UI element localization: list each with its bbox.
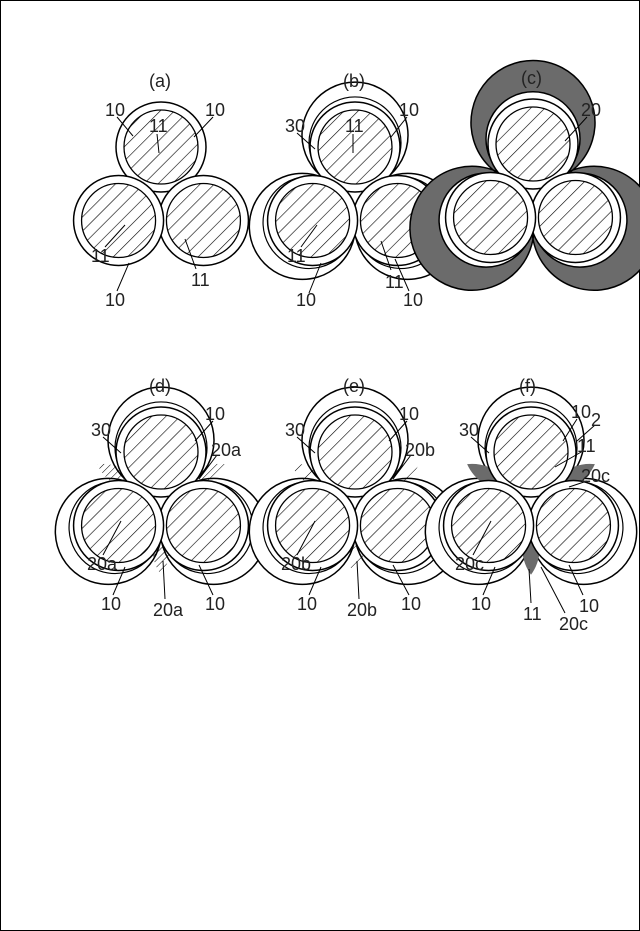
ref-label: 10 bbox=[403, 291, 423, 309]
caption-f: (f) bbox=[519, 377, 536, 395]
ref-label: 10 bbox=[296, 291, 316, 309]
ref-label: 20c bbox=[455, 555, 484, 573]
ref-label: 30 bbox=[459, 421, 479, 439]
caption-d: (d) bbox=[149, 377, 171, 395]
ref-label: 10 bbox=[401, 595, 421, 613]
ref-label: 11 bbox=[149, 117, 168, 135]
ref-label: 20a bbox=[211, 441, 241, 459]
ref-label: 11 bbox=[91, 247, 110, 265]
caption-c: (c) bbox=[521, 69, 542, 87]
ref-label: 20a bbox=[87, 555, 117, 573]
ref-label: 10 bbox=[205, 101, 225, 119]
ref-label: 20a bbox=[153, 601, 183, 619]
diagram-c bbox=[410, 60, 640, 290]
ref-label: 11 bbox=[523, 605, 542, 623]
ref-label: 30 bbox=[91, 421, 111, 439]
ref-label: 10 bbox=[571, 403, 591, 421]
ref-label: 20 bbox=[581, 101, 601, 119]
ref-label: 30 bbox=[285, 117, 305, 135]
ref-label: 10 bbox=[471, 595, 491, 613]
ref-label: 20b bbox=[405, 441, 435, 459]
ref-label: 10 bbox=[399, 101, 419, 119]
page: (a)101010111111(b)10101011111130(c)20(d)… bbox=[0, 0, 640, 931]
ref-label: 2 bbox=[591, 411, 601, 429]
ref-label: 20c bbox=[581, 467, 610, 485]
ref-label: 10 bbox=[101, 595, 121, 613]
ref-label: 30 bbox=[285, 421, 305, 439]
ref-label: 10 bbox=[399, 405, 419, 423]
ref-label: 10 bbox=[579, 597, 599, 615]
ref-label: 10 bbox=[297, 595, 317, 613]
caption-a: (a) bbox=[149, 72, 171, 90]
ref-label: 20b bbox=[281, 555, 311, 573]
ref-label: 10 bbox=[205, 405, 225, 423]
caption-e: (e) bbox=[343, 377, 365, 395]
ref-label: 10 bbox=[105, 291, 125, 309]
ref-label: 11 bbox=[385, 273, 404, 291]
ref-label: 20b bbox=[347, 601, 377, 619]
ref-label: 11 bbox=[577, 437, 596, 455]
ref-label: 20c bbox=[559, 615, 588, 633]
caption-b: (b) bbox=[343, 72, 365, 90]
figure-svg bbox=[1, 1, 640, 931]
ref-label: 11 bbox=[345, 117, 364, 135]
ref-label: 11 bbox=[191, 271, 210, 289]
ref-label: 11 bbox=[287, 247, 306, 265]
ref-label: 10 bbox=[105, 101, 125, 119]
ref-label: 10 bbox=[205, 595, 225, 613]
